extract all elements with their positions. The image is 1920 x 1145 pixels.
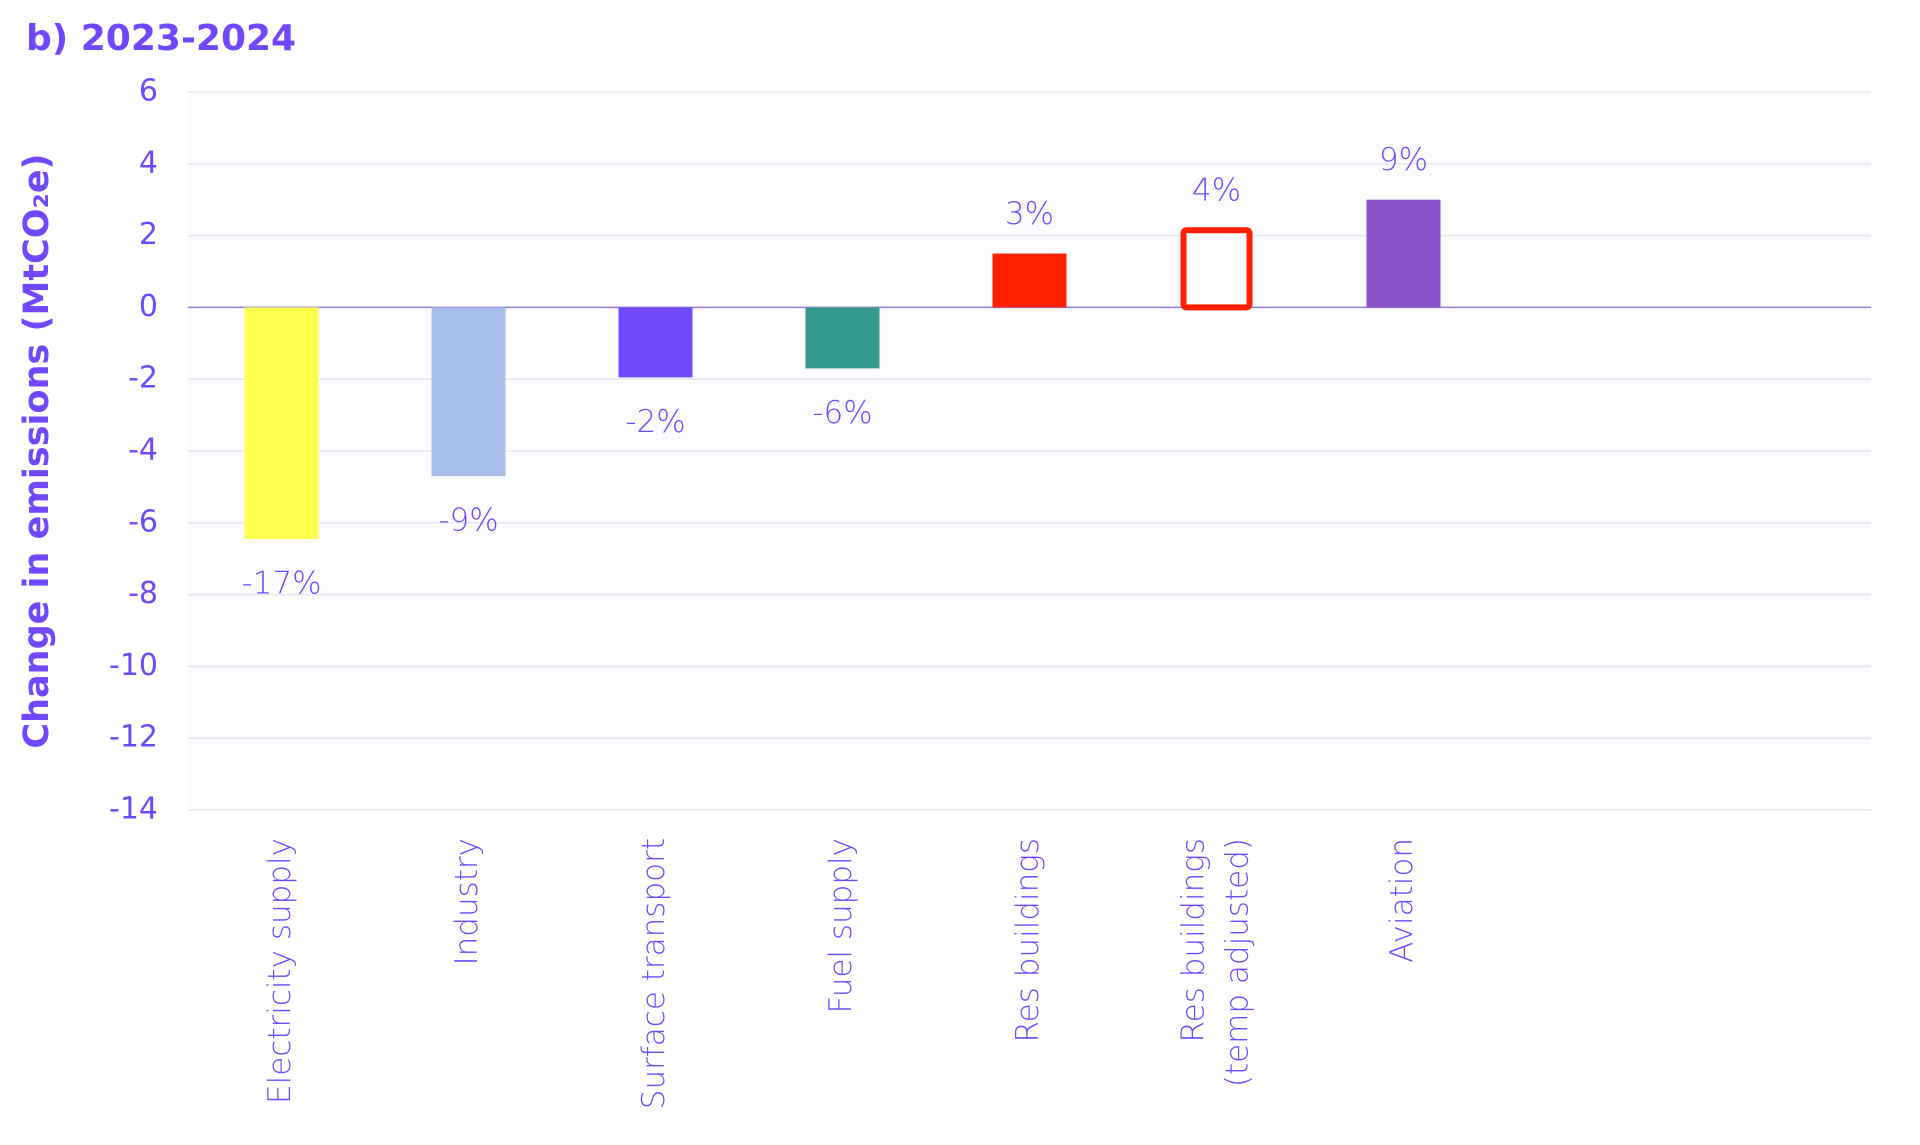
y-tick-label: -6	[128, 504, 158, 539]
bar	[1180, 227, 1253, 311]
bar	[618, 307, 693, 378]
y-tick-label: 2	[139, 217, 158, 252]
y-tick-label: 4	[139, 145, 158, 180]
chart-title: b) 2023-2024	[26, 18, 296, 59]
bar-label: -9%	[438, 503, 498, 539]
x-tick-label: Electricity supply	[262, 838, 298, 1104]
x-tick-label: Industry	[449, 838, 485, 966]
y-tick-label: -8	[128, 576, 158, 611]
bar-label: -2%	[625, 404, 685, 440]
x-tick-label: Fuel supply	[823, 838, 859, 1013]
x-tick-label: Res buildings	[1010, 838, 1046, 1042]
x-tick-label: Aviation	[1384, 838, 1420, 963]
bar	[431, 307, 506, 477]
x-tick-label: Res buildings (temp adjusted)	[1175, 838, 1255, 1087]
bar	[244, 307, 319, 539]
y-tick-label: 0	[139, 289, 158, 324]
bar	[805, 307, 880, 369]
bar-label: -17%	[241, 565, 321, 601]
bar-label: -6%	[812, 395, 872, 431]
y-tick-label: 6	[139, 74, 158, 109]
y-tick-label: -12	[109, 720, 158, 755]
bar-label: 4%	[1192, 173, 1241, 209]
y-tick-label: -10	[109, 648, 158, 683]
y-tick-label: -2	[128, 361, 158, 396]
bar-label: 3%	[1005, 196, 1054, 232]
y-axis-label: Change in emissions (MtCO₂e)	[17, 153, 57, 748]
y-tick-label: -4	[128, 433, 158, 468]
y-tick-label: -14	[109, 792, 158, 827]
bar-label: 9%	[1379, 142, 1428, 178]
x-tick-label: Surface transport	[636, 838, 672, 1109]
bar	[992, 253, 1067, 308]
bar	[1366, 199, 1441, 308]
